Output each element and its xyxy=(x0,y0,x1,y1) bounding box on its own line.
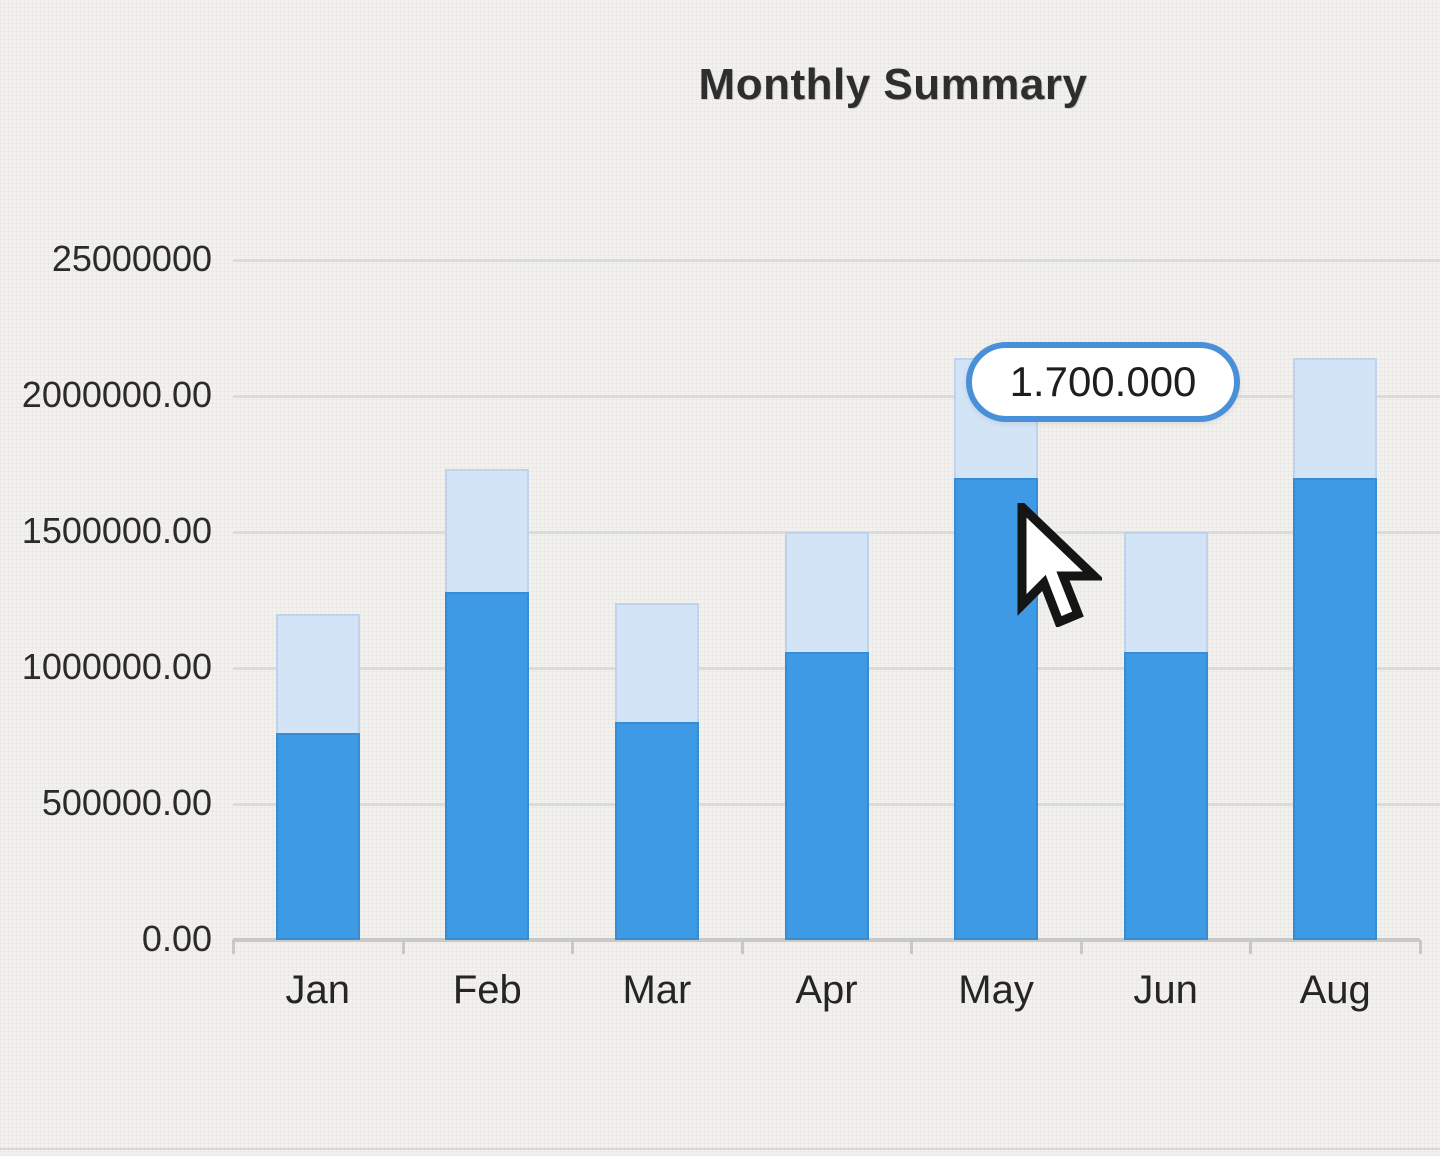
x-axis-tick xyxy=(1249,940,1253,954)
bar-segment-primary-aug[interactable] xyxy=(1293,477,1378,940)
x-axis-tick xyxy=(740,940,744,954)
bar-segment-secondary-jan[interactable] xyxy=(275,613,360,734)
y-axis-label: 1500000.00 xyxy=(21,510,212,551)
x-axis-label-jun: Jun xyxy=(1133,968,1198,1012)
x-axis-tick xyxy=(232,940,235,954)
bar-segment-primary-jan[interactable] xyxy=(275,733,360,940)
x-axis-tick xyxy=(1079,940,1083,954)
x-axis-tick xyxy=(401,940,405,954)
x-axis-label-mar: Mar xyxy=(622,968,692,1012)
bar-segment-secondary-jun[interactable] xyxy=(1123,532,1208,652)
x-axis-label-may: May xyxy=(958,968,1034,1012)
gridline xyxy=(233,259,1440,262)
x-axis-label-jan: Jan xyxy=(285,968,351,1012)
y-axis-label: 2000000.00 xyxy=(21,374,212,415)
y-axis-label: 0.00 xyxy=(141,918,212,959)
x-axis-label-aug: Aug xyxy=(1299,968,1371,1012)
x-axis-line xyxy=(233,938,1420,942)
x-axis-tick xyxy=(910,940,914,954)
tooltip-value: 1.700.000 xyxy=(1009,358,1197,405)
bar-segment-primary-apr[interactable] xyxy=(784,651,869,940)
chart-title: Monthly Summary xyxy=(698,60,1088,109)
bar-segment-primary-feb[interactable] xyxy=(445,591,530,940)
y-axis-label: 25000000 xyxy=(51,238,212,279)
gridline xyxy=(233,395,1440,398)
tooltip: 1.700.000 xyxy=(966,342,1240,422)
bar-segment-secondary-feb[interactable] xyxy=(445,469,530,592)
y-axis-label: 500000.00 xyxy=(41,782,212,823)
x-axis-label-apr: Apr xyxy=(795,968,858,1012)
x-axis-label-feb: Feb xyxy=(452,968,522,1012)
mouse-cursor-icon xyxy=(1017,503,1102,627)
bar-segment-secondary-aug[interactable] xyxy=(1293,357,1378,478)
y-axis-label: 1000000.00 xyxy=(21,646,212,687)
x-axis-tick xyxy=(571,940,575,954)
bar-segment-secondary-apr[interactable] xyxy=(784,532,869,652)
x-axis-tick xyxy=(1419,940,1422,954)
bottom-edge-line xyxy=(0,1148,1440,1150)
bar-segment-primary-jun[interactable] xyxy=(1123,651,1208,940)
bar-segment-secondary-mar[interactable] xyxy=(614,602,699,723)
bar-segment-primary-mar[interactable] xyxy=(614,722,699,940)
